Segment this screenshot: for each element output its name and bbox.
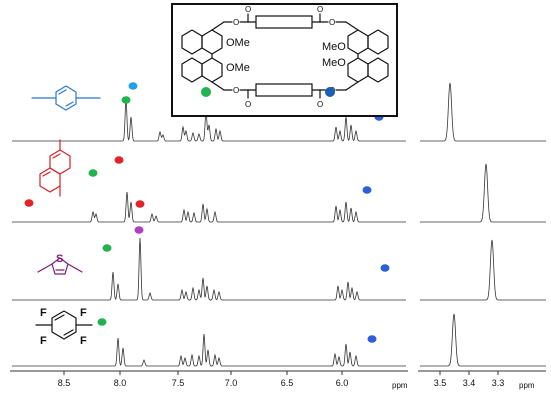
- o-label-4: O: [329, 18, 335, 27]
- peak-marker-dot: [88, 169, 98, 177]
- left-ome-top: OMe: [226, 37, 250, 49]
- main-axis-tick-label: 6.5: [281, 378, 294, 388]
- peak-marker-dot: [362, 186, 372, 194]
- right-binaphthyl: [345, 21, 389, 91]
- peak-marker-dot: [114, 156, 124, 164]
- fluoro-atom-4: F: [80, 335, 87, 347]
- peak-marker-dot: [121, 96, 131, 104]
- guest-dimethylnaphthalene: [39, 139, 71, 197]
- thiophene-sulfur: S: [56, 253, 63, 265]
- peak-marker-dot: [128, 82, 138, 90]
- inset-axis-tick-label: 3.3: [492, 378, 505, 388]
- o-label-2: O: [245, 5, 251, 14]
- structure-blue-dot: [325, 87, 335, 97]
- right-meo-top: MeO: [322, 41, 346, 53]
- top-spacer-block: [255, 15, 313, 29]
- host-structure: OMe OMe O O O O O: [171, 3, 398, 117]
- spectrum-row-4: [12, 333, 406, 367]
- main-axis-tick-label: 8.0: [114, 378, 127, 388]
- bottom-spacer-block: [255, 83, 313, 97]
- main-axis-tick-label: 8.5: [58, 378, 71, 388]
- spectrum-row-3: [12, 237, 406, 301]
- peak-marker-dot: [134, 226, 144, 234]
- peak-marker-dot: [135, 200, 145, 208]
- main-axis-tick-label: 6.0: [336, 378, 349, 388]
- guest-tetrafluoroxylene: [35, 310, 93, 340]
- main-axis-tick-label: 7.0: [225, 378, 238, 388]
- peak-marker-dot: [24, 199, 34, 207]
- peak-marker-dot: [97, 318, 107, 326]
- o-label-1: O: [233, 18, 239, 27]
- inset-spectrum-row-2: [420, 163, 546, 223]
- inset-spectrum-row-4: [420, 313, 546, 367]
- o-label-6: O: [245, 100, 251, 109]
- inset-spectrum-row-1: [420, 82, 546, 142]
- inset-axis-tick-label: 3.5: [434, 378, 447, 388]
- left-binaphthyl: [181, 21, 225, 91]
- o-label-5: O: [233, 86, 239, 95]
- spectrum-row-2: [12, 191, 406, 223]
- inset-spectrum-row-3: [420, 239, 546, 301]
- fluoro-atom-1: F: [40, 307, 47, 319]
- guest-dimethylthiophene: [37, 257, 83, 275]
- peak-marker-dot: [367, 335, 377, 343]
- peak-marker-dot: [380, 264, 390, 272]
- structure-green-dot: [201, 87, 211, 97]
- inset-axis-tick-label: 3.4: [463, 378, 476, 388]
- fluoro-atom-2: F: [80, 307, 87, 319]
- inset-spectra-stack: [420, 82, 546, 367]
- spectra-stack: [12, 98, 406, 367]
- spectrum-row-1: [12, 98, 406, 142]
- top-linker: [223, 13, 347, 23]
- inset-axis-unit: ppm: [519, 381, 535, 390]
- main-axis-tick-label: 7.5: [172, 378, 185, 388]
- inset-axis: 3.5 3.4 3.3 ppm: [418, 370, 546, 390]
- peak-marker-dot: [102, 244, 112, 252]
- guest-p-xylene: [31, 85, 101, 111]
- o-label-7: O: [317, 100, 323, 109]
- left-ome-bottom: OMe: [226, 62, 250, 74]
- main-axis-unit: ppm: [392, 381, 408, 390]
- right-meo-bottom: MeO: [322, 57, 346, 69]
- o-label-3: O: [317, 5, 323, 14]
- main-axis: 8.5 8.0 7.5 7.0 6.5 6.0 ppm: [10, 370, 408, 390]
- fluoro-atom-3: F: [40, 335, 47, 347]
